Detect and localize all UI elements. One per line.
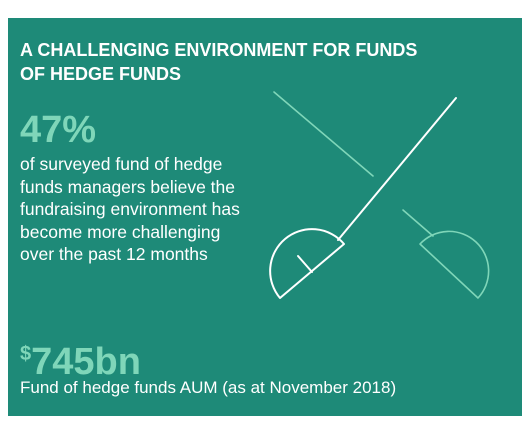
description-line: over the past 12 months bbox=[20, 243, 240, 266]
description-line: Fund of hedge funds AUM (as at November … bbox=[20, 377, 396, 400]
title-line: A CHALLENGING ENVIRONMENT FOR FUNDS bbox=[20, 38, 417, 62]
description-line: funds managers believe the bbox=[20, 176, 240, 199]
sword-blade bbox=[338, 98, 456, 240]
sword-guard bbox=[420, 231, 489, 298]
description-line: of surveyed fund of hedge bbox=[20, 153, 240, 176]
title: A CHALLENGING ENVIRONMENT FOR FUNDS OF H… bbox=[20, 38, 417, 86]
currency-symbol: $ bbox=[20, 343, 31, 365]
stat-value: 47% bbox=[20, 110, 96, 150]
sword-blade bbox=[403, 210, 433, 236]
stat-description: of surveyed fund of hedge funds managers… bbox=[20, 153, 240, 266]
sword-handle bbox=[298, 256, 312, 272]
description-line: become more challenging bbox=[20, 221, 240, 244]
page: {"header": {"title_lines": ["A CHALLENGI… bbox=[0, 0, 530, 423]
stat-description: Fund of hedge funds AUM (as at November … bbox=[20, 377, 396, 400]
sword-guard bbox=[270, 229, 344, 298]
sword-blade bbox=[274, 92, 373, 176]
title-line: OF HEDGE FUNDS bbox=[20, 62, 417, 86]
stat-value-group: $745bn bbox=[20, 334, 141, 382]
infographic-panel: A CHALLENGING ENVIRONMENT FOR FUNDS OF H… bbox=[8, 18, 522, 416]
description-line: fundraising environment has bbox=[20, 198, 240, 221]
